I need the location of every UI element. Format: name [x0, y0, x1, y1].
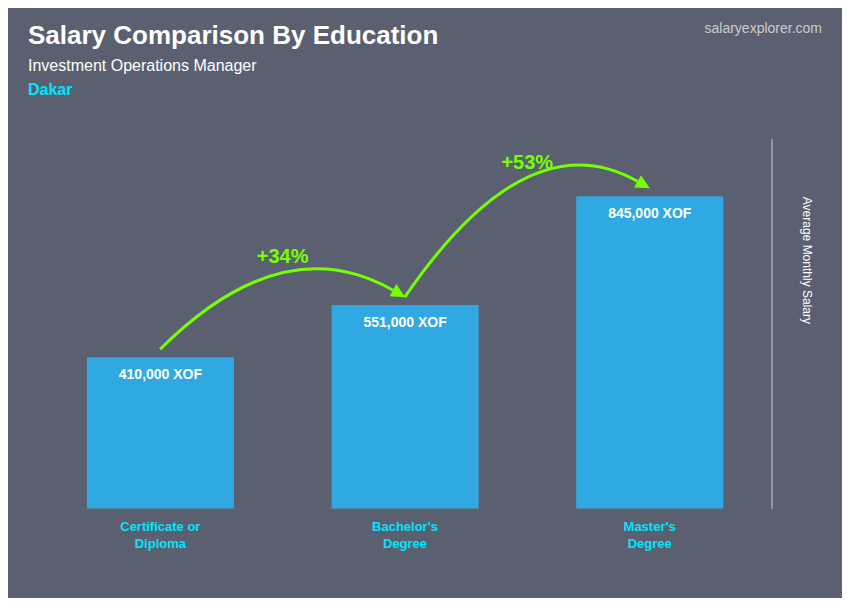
svg-text:Average Monthly Salary: Average Monthly Salary: [800, 197, 814, 324]
svg-text:+53%: +53%: [501, 151, 553, 173]
svg-text:845,000 XOF: 845,000 XOF: [608, 205, 692, 221]
html-text:Salary Comparison By Education: Salary Comparison By Education: [28, 20, 439, 50]
html-text:Investment Operations Manager: Investment Operations Manager: [28, 57, 257, 74]
svg-text:Certificate orDiploma: Certificate orDiploma: [120, 519, 200, 551]
svg-text:+34%: +34%: [257, 245, 309, 267]
html-text:salaryexplorer.com: salaryexplorer.com: [704, 20, 822, 36]
svg-text:Bachelor'sDegree: Bachelor'sDegree: [372, 519, 438, 551]
html-text:Dakar: Dakar: [28, 81, 73, 98]
svg-text:551,000 XOF: 551,000 XOF: [363, 314, 447, 330]
svg-text:410,000 XOF: 410,000 XOF: [119, 366, 203, 382]
svg-text:Master'sDegree: Master'sDegree: [624, 519, 676, 551]
